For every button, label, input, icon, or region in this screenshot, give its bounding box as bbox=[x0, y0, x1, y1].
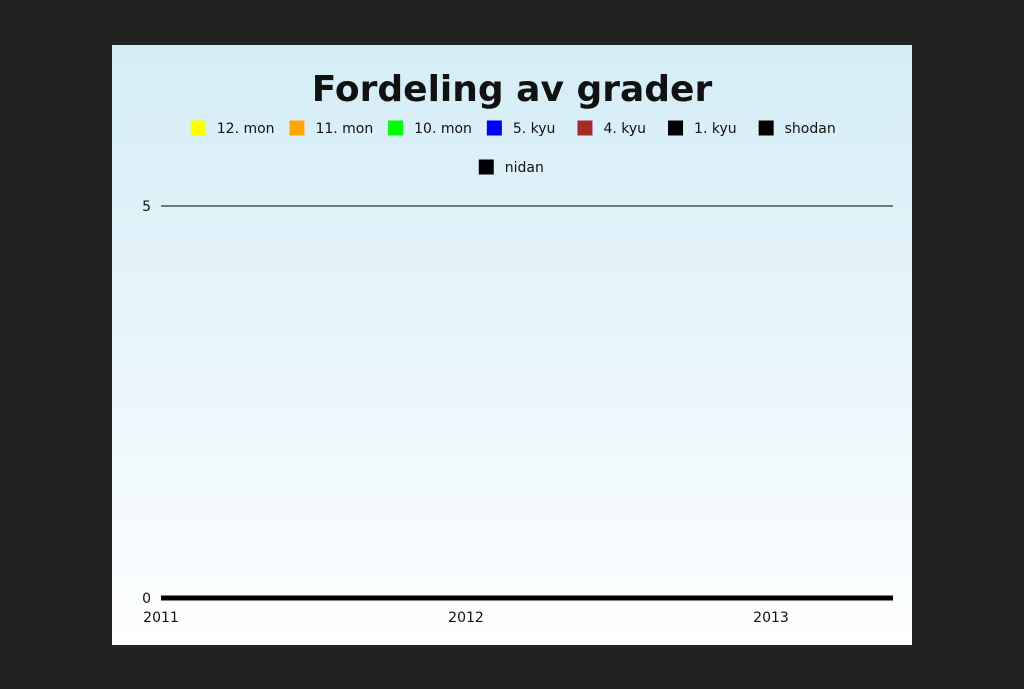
legend-item[interactable]: 12. mon bbox=[190, 120, 275, 138]
legend-label: 5. kyu bbox=[513, 121, 556, 137]
legend-label: 11. mon bbox=[315, 121, 373, 137]
chart: Fordeling av grader 12. mon 11. mon 10. mo… bbox=[142, 69, 893, 626]
x-tick-label: 2013 bbox=[753, 610, 789, 626]
legend-swatch bbox=[486, 120, 502, 136]
legend-label: shodan bbox=[785, 121, 836, 137]
legend-item[interactable]: 10. mon bbox=[388, 120, 472, 138]
legend-item[interactable]: 1. kyu bbox=[668, 120, 737, 138]
legend-swatch bbox=[758, 120, 774, 136]
legend-label: 4. kyu bbox=[603, 121, 646, 137]
y-tick-label: 5 bbox=[142, 199, 151, 215]
legend-swatch bbox=[190, 120, 206, 136]
legend-item[interactable]: shodan bbox=[758, 120, 836, 138]
legend-item[interactable]: 4. kyu bbox=[577, 120, 646, 138]
x-tick-label: 2011 bbox=[143, 610, 179, 626]
x-axis: 2011 2012 2013 bbox=[143, 610, 789, 626]
legend-swatch bbox=[668, 120, 684, 136]
legend-swatch bbox=[478, 159, 494, 175]
legend-item[interactable]: 5. kyu bbox=[486, 120, 556, 138]
x-tick-label: 2012 bbox=[448, 610, 484, 626]
legend-label: 12. mon bbox=[217, 121, 275, 137]
y-tick-label: 0 bbox=[142, 591, 151, 607]
y-axis: 05 bbox=[142, 199, 893, 607]
legend: 12. mon 11. mon 10. mon 5. kyu 4. kyu 1. kyu s… bbox=[190, 120, 836, 177]
legend-item[interactable]: 11. mon bbox=[289, 120, 373, 138]
legend-swatch bbox=[577, 120, 593, 136]
legend-label: 10. mon bbox=[414, 121, 472, 137]
legend-label: 1. kyu bbox=[694, 121, 737, 137]
legend-swatch bbox=[388, 120, 404, 136]
legend-label: nidan bbox=[505, 160, 544, 176]
legend-swatch bbox=[289, 120, 305, 136]
chart-title: Fordeling av grader bbox=[312, 69, 713, 110]
chart-panel: Fordeling av grader 12. mon 11. mon 10. mo… bbox=[112, 45, 912, 645]
legend-item[interactable]: nidan bbox=[478, 159, 544, 177]
